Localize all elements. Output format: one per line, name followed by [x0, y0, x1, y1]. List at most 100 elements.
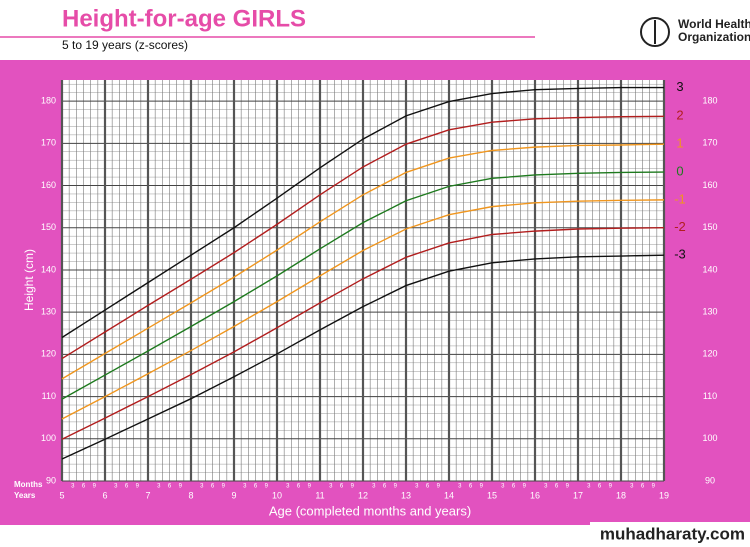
month-label: 3 — [415, 484, 419, 490]
curve-label: 1 — [676, 136, 683, 151]
month-label: 9 — [523, 484, 527, 490]
month-label: 6 — [555, 484, 559, 490]
month-label: 3 — [157, 484, 161, 490]
y-tick-label: 100 — [41, 433, 56, 443]
z-score-curve — [61, 227, 665, 440]
month-label: 6 — [211, 484, 215, 490]
curve-label: 2 — [676, 108, 683, 123]
x-tick-label: 8 — [188, 490, 193, 500]
month-label: 6 — [82, 484, 86, 490]
month-label: 6 — [254, 484, 258, 490]
month-label: 3 — [501, 484, 505, 490]
month-label: 3 — [544, 484, 548, 490]
month-label: 9 — [480, 484, 484, 490]
y-tick-label-right: 160 — [702, 180, 717, 190]
month-label: 6 — [598, 484, 602, 490]
month-label: 6 — [426, 484, 430, 490]
month-label: 3 — [329, 484, 333, 490]
y-tick-label: 150 — [41, 222, 56, 232]
y-tick-label-right: 120 — [702, 349, 717, 359]
curve-label: -3 — [674, 247, 686, 262]
month-label: 9 — [437, 484, 441, 490]
month-label: 3 — [630, 484, 634, 490]
logo-emblem — [640, 17, 670, 47]
x-tick-label: 11 — [315, 490, 324, 500]
x-tick-label: 19 — [659, 490, 669, 500]
month-label: 6 — [168, 484, 172, 490]
x-tick-label: 9 — [231, 490, 236, 500]
curve-label: 3 — [676, 79, 683, 94]
month-label: 9 — [351, 484, 355, 490]
month-label: 9 — [93, 484, 97, 490]
x-tick-label: 12 — [358, 490, 368, 500]
y-tick-label: 140 — [41, 264, 56, 274]
month-label: 3 — [200, 484, 204, 490]
y-tick-label-right: 110 — [703, 391, 717, 401]
y-tick-label-right: 90 — [705, 475, 715, 485]
month-label: 3 — [587, 484, 591, 490]
y-axis-label: Height (cm) — [22, 249, 36, 311]
y-tick-label: 110 — [42, 391, 56, 401]
logo-text: Organization — [678, 30, 750, 44]
month-label: 3 — [114, 484, 118, 490]
month-label: 6 — [340, 484, 344, 490]
x-tick-label: 13 — [401, 490, 411, 500]
x-axis-label: Age (completed months and years) — [269, 503, 471, 518]
month-label: 6 — [297, 484, 301, 490]
z-score-curve — [61, 86, 664, 339]
y-tick-label-right: 140 — [702, 264, 717, 274]
y-tick-label: 160 — [41, 180, 56, 190]
curve-label: -1 — [674, 191, 686, 206]
x-tick-label: 6 — [102, 490, 107, 500]
x-tick-label: 18 — [616, 490, 626, 500]
years-label: Years — [14, 491, 36, 500]
x-tick-label: 17 — [573, 490, 583, 500]
month-label: 9 — [566, 484, 570, 490]
chart-title: Height-for-age GIRLS — [62, 5, 306, 32]
month-label: 6 — [125, 484, 129, 490]
y-tick-label: 170 — [41, 138, 56, 148]
month-label: 6 — [512, 484, 516, 490]
z-score-curve — [61, 254, 665, 460]
month-label: 3 — [286, 484, 290, 490]
z-score-curve — [61, 199, 665, 420]
month-label: 3 — [458, 484, 462, 490]
month-label: 9 — [652, 484, 656, 490]
y-tick-label-right: 130 — [702, 307, 717, 317]
months-label: Months — [14, 480, 43, 489]
curve-label: 0 — [676, 163, 683, 178]
y-tick-label: 130 — [41, 307, 56, 317]
logo-text: World Health — [678, 17, 750, 31]
y-tick-label-right: 150 — [702, 222, 717, 232]
month-label: 6 — [641, 484, 645, 490]
x-tick-label: 7 — [145, 490, 150, 500]
month-label: 9 — [222, 484, 226, 490]
chart-subtitle: 5 to 19 years (z-scores) — [62, 38, 188, 52]
month-label: 3 — [372, 484, 376, 490]
x-tick-label: 16 — [530, 490, 540, 500]
y-tick-label-right: 100 — [702, 433, 717, 443]
who-logo: World Health Organization — [640, 17, 750, 47]
month-label: 9 — [265, 484, 269, 490]
month-label: 9 — [394, 484, 398, 490]
month-label: 3 — [243, 484, 247, 490]
z-score-curve — [61, 143, 665, 380]
x-tick-label: 10 — [272, 490, 282, 500]
month-label: 6 — [383, 484, 387, 490]
x-tick-label: 15 — [487, 490, 497, 500]
y-tick-label-right: 170 — [702, 138, 717, 148]
month-label: 6 — [469, 484, 473, 490]
watermark-box — [590, 522, 750, 547]
y-tick-label-right: 180 — [702, 95, 717, 105]
month-label: 9 — [609, 484, 613, 490]
z-score-curve — [61, 115, 665, 360]
month-label: 3 — [71, 484, 75, 490]
curve-label: -2 — [674, 219, 686, 234]
y-tick-label: 120 — [41, 349, 56, 359]
month-label: 9 — [179, 484, 183, 490]
x-tick-label: 14 — [444, 490, 454, 500]
watermark: muhadharaty.com — [600, 524, 745, 543]
